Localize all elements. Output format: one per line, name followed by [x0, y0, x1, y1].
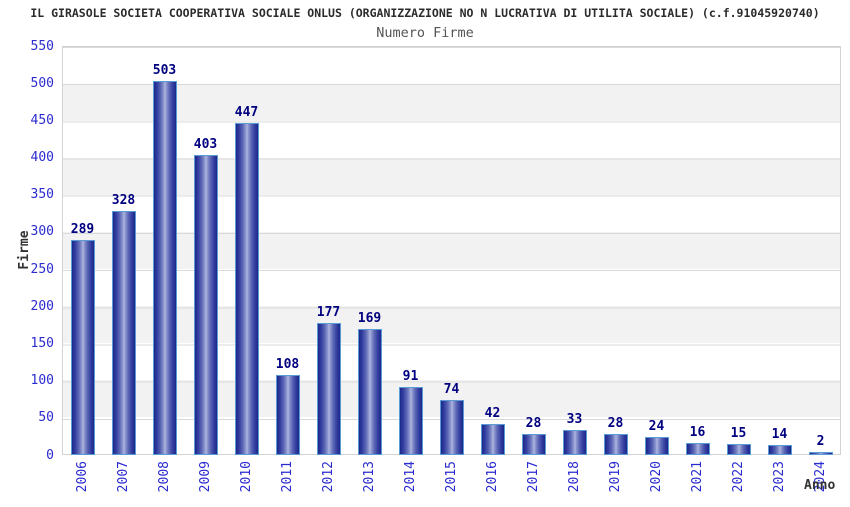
x-tick-2017: 2017 — [525, 461, 541, 493]
x-tick-2015: 2015 — [443, 461, 459, 493]
chart-title: IL GIRASOLE SOCIETA COOPERATIVA SOCIALE … — [30, 6, 820, 20]
bar-2007 — [111, 211, 136, 455]
bar-2008 — [152, 81, 177, 455]
bar-2014 — [398, 387, 423, 455]
bar-2015 — [439, 400, 464, 455]
y-tick-50: 50 — [38, 410, 54, 426]
y-tick-300: 300 — [30, 224, 54, 240]
bar-2021 — [685, 443, 710, 455]
y-tick-200: 200 — [30, 298, 54, 314]
bar-value-2022: 15 — [730, 426, 747, 441]
bar-2011 — [275, 375, 300, 455]
x-tick-2023: 2023 — [771, 461, 787, 493]
bar-value-2023: 14 — [771, 427, 788, 442]
y-tick-400: 400 — [30, 150, 54, 166]
bar-2013 — [357, 329, 382, 455]
bar-value-2012: 177 — [316, 305, 341, 320]
x-tick-2007: 2007 — [115, 461, 131, 493]
bar-2024 — [808, 452, 833, 455]
x-tick-2008: 2008 — [156, 461, 172, 493]
bar-2020 — [644, 437, 669, 455]
y-tick-0: 0 — [46, 447, 54, 463]
x-tick-2016: 2016 — [484, 461, 500, 493]
y-tick-450: 450 — [30, 112, 54, 128]
bar-value-2013: 169 — [357, 311, 382, 326]
bar-2023 — [767, 445, 792, 455]
x-tick-2011: 2011 — [279, 461, 295, 493]
bar-value-2016: 42 — [484, 406, 501, 421]
y-tick-150: 150 — [30, 335, 54, 351]
bar-value-2009: 403 — [193, 137, 218, 152]
bar-2022 — [726, 444, 751, 455]
bar-value-2014: 91 — [402, 369, 419, 384]
bar-value-2010: 447 — [234, 105, 259, 120]
bar-value-2024: 2 — [816, 434, 825, 449]
x-tick-2020: 2020 — [648, 461, 664, 493]
y-tick-500: 500 — [30, 75, 54, 91]
x-tick-2019: 2019 — [607, 461, 623, 493]
x-tick-2006: 2006 — [74, 461, 90, 493]
bar-value-2018: 33 — [566, 412, 583, 427]
x-tick-2010: 2010 — [238, 461, 254, 493]
bar-value-2006: 289 — [70, 222, 95, 237]
bar-2012 — [316, 323, 341, 455]
bar-2017 — [521, 434, 546, 455]
x-axis-title: Anno — [804, 478, 836, 493]
y-tick-250: 250 — [30, 261, 54, 277]
bar-value-2019: 28 — [607, 416, 624, 431]
bar-value-2008: 503 — [152, 63, 177, 78]
bar-value-2017: 28 — [525, 416, 542, 431]
x-tick-2012: 2012 — [320, 461, 336, 493]
x-tick-2014: 2014 — [402, 461, 418, 493]
plot-area — [62, 46, 841, 455]
bar-2009 — [193, 155, 218, 455]
y-tick-550: 550 — [30, 38, 54, 54]
bar-value-2020: 24 — [648, 419, 665, 434]
bar-value-2007: 328 — [111, 193, 136, 208]
x-tick-2022: 2022 — [730, 461, 746, 493]
bar-2019 — [603, 434, 628, 455]
x-tick-2021: 2021 — [689, 461, 705, 493]
bar-value-2011: 108 — [275, 357, 300, 372]
x-tick-2018: 2018 — [566, 461, 582, 493]
x-tick-2013: 2013 — [361, 461, 377, 493]
y-tick-100: 100 — [30, 373, 54, 389]
chart-subtitle: Numero Firme — [376, 25, 474, 41]
bar-value-2021: 16 — [689, 425, 706, 440]
bar-value-2015: 74 — [443, 382, 460, 397]
x-tick-2009: 2009 — [197, 461, 213, 493]
y-tick-350: 350 — [30, 187, 54, 203]
bar-2018 — [562, 430, 587, 455]
bar-2016 — [480, 424, 505, 455]
bar-2006 — [70, 240, 95, 455]
bar-2010 — [234, 123, 259, 455]
